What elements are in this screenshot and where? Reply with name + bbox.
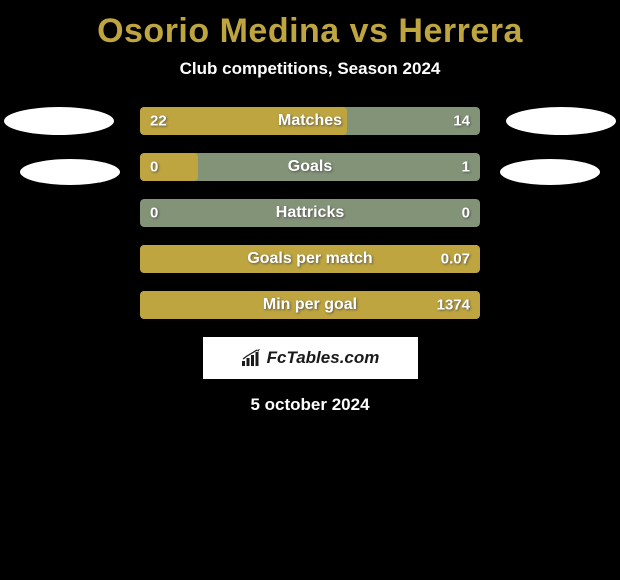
stat-right-value: 14 [453, 113, 470, 130]
stat-row: Min per goal 1374 [140, 291, 480, 319]
subtitle: Club competitions, Season 2024 [0, 59, 620, 79]
stat-right-value: 0 [462, 205, 470, 222]
page-title: Osorio Medina vs Herrera [0, 0, 620, 51]
stat-label: Matches [278, 112, 342, 130]
chart-icon [241, 349, 263, 367]
stat-row: Goals per match 0.07 [140, 245, 480, 273]
stat-right-value: 1374 [437, 297, 470, 314]
logo-text: FcTables.com [267, 348, 380, 368]
stat-label: Goals [288, 158, 332, 176]
stat-label: Goals per match [247, 250, 372, 268]
content-area: 22 Matches 14 0 Goals 1 0 Hattricks 0 Goals per m… [0, 107, 620, 415]
stat-left-value: 0 [150, 205, 158, 222]
player-avatar-left-bottom [20, 159, 120, 185]
source-logo: FcTables.com [203, 337, 418, 379]
player-avatar-left-top [4, 107, 114, 135]
date-text: 5 october 2024 [0, 395, 620, 415]
stat-label: Min per goal [263, 296, 357, 314]
stat-left-value: 22 [150, 113, 167, 130]
bar-fill [140, 153, 198, 181]
stats-container: 22 Matches 14 0 Goals 1 0 Hattricks 0 Goals per m… [0, 107, 620, 319]
player-avatar-right-bottom [500, 159, 600, 185]
player-avatar-right-top [506, 107, 616, 135]
stat-row: 0 Goals 1 [140, 153, 480, 181]
stat-label: Hattricks [276, 204, 344, 222]
stat-row: 0 Hattricks 0 [140, 199, 480, 227]
stat-right-value: 0.07 [441, 251, 470, 268]
stat-row: 22 Matches 14 [140, 107, 480, 135]
stat-right-value: 1 [462, 159, 470, 176]
stat-left-value: 0 [150, 159, 158, 176]
